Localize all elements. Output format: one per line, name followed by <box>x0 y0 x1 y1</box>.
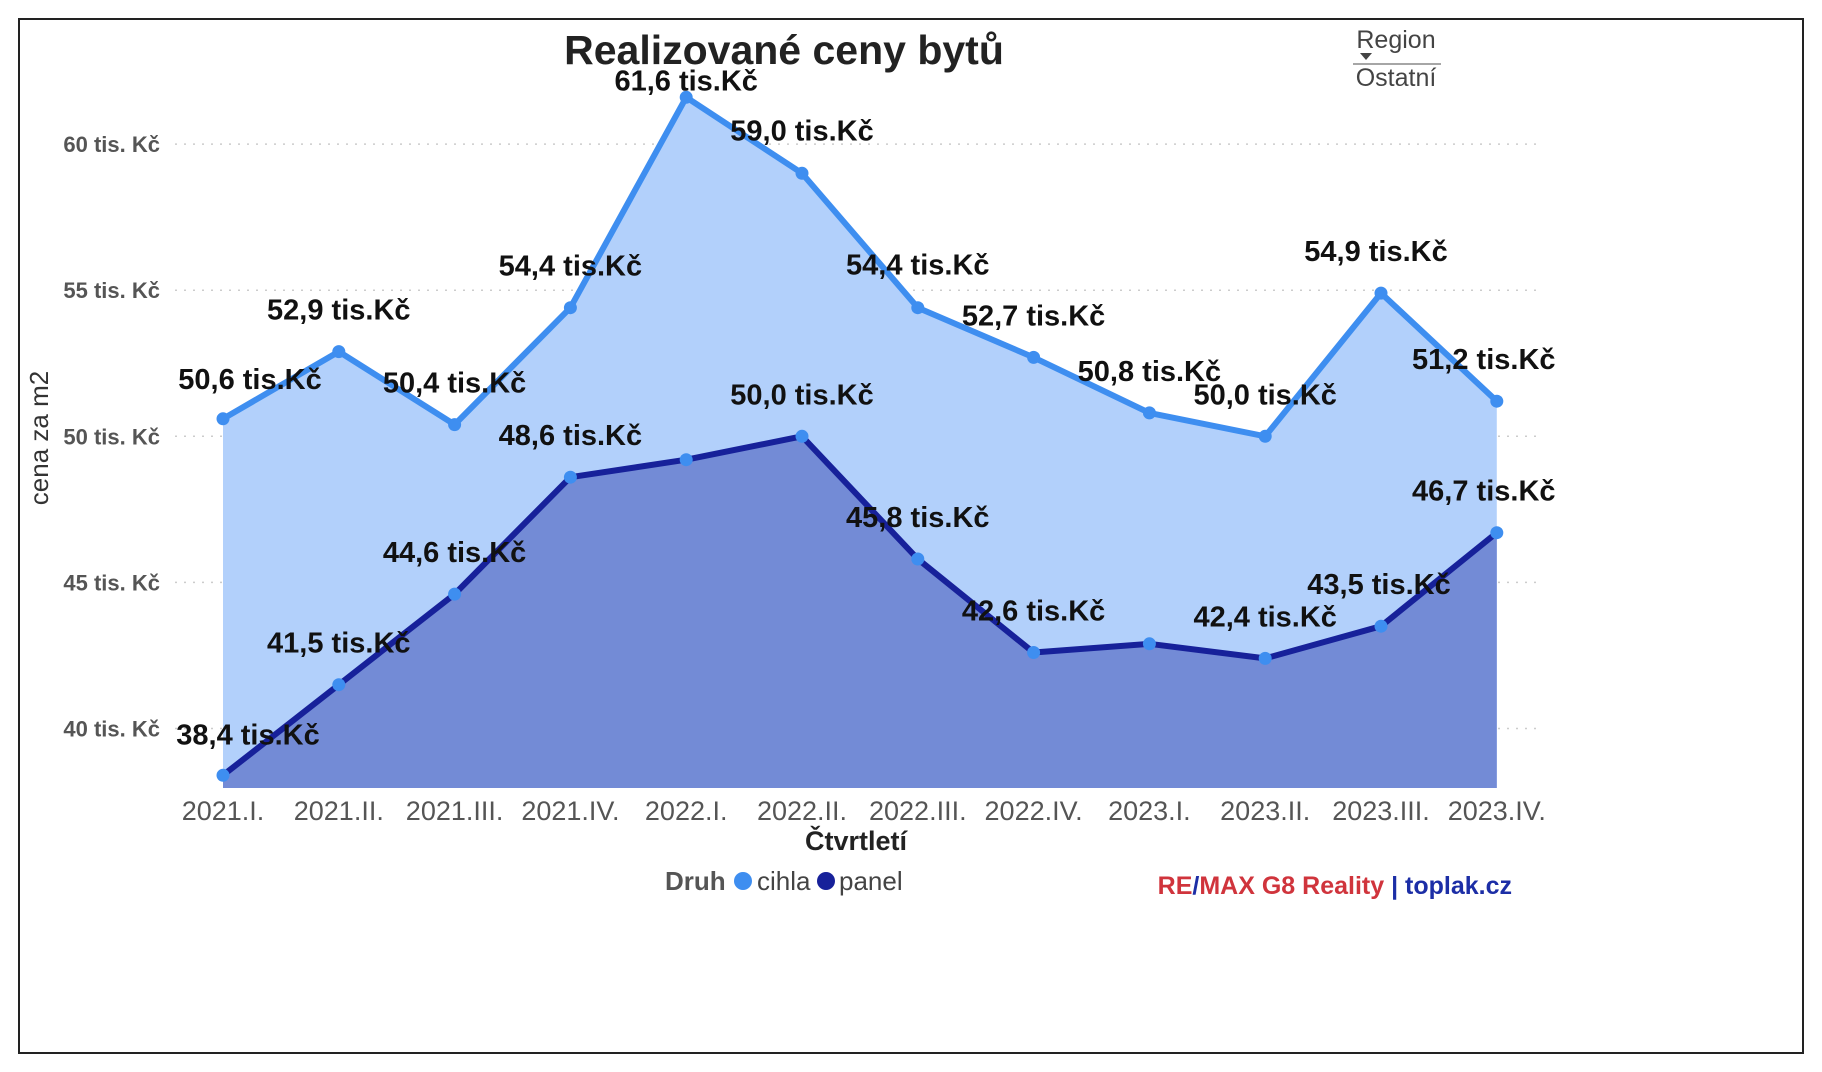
point-panel[interactable] <box>448 587 462 601</box>
legend-marker-cihla <box>734 872 752 890</box>
brand-slash: / <box>1192 872 1199 900</box>
y-tick-label: 55 tis. Kč <box>63 278 160 303</box>
y-tick-label: 60 tis. Kč <box>63 132 160 157</box>
points-layer <box>216 90 1504 782</box>
data-label-panel: 50,0 tis.Kč <box>730 379 873 411</box>
point-panel[interactable] <box>1142 637 1156 651</box>
data-label-panel: 42,4 tis.Kč <box>1193 601 1336 633</box>
legend: Druh cihla panel <box>665 866 903 896</box>
brand-separator: | <box>1384 872 1405 900</box>
data-label-cihla: 52,9 tis.Kč <box>267 295 410 327</box>
point-panel[interactable] <box>1490 526 1504 540</box>
point-panel[interactable] <box>1258 651 1272 665</box>
x-tick-label: 2021.IV. <box>521 796 619 826</box>
point-panel[interactable] <box>795 429 809 443</box>
point-panel[interactable] <box>679 453 693 467</box>
y-axis-title: cena za m2 <box>24 371 54 505</box>
point-panel[interactable] <box>563 470 577 484</box>
data-label-panel: 46,7 tis.Kč <box>1412 476 1555 508</box>
point-panel[interactable] <box>1027 646 1041 659</box>
x-tick-label: 2021.III. <box>406 796 504 826</box>
region-filter[interactable]: Region Ostatní <box>1353 26 1441 92</box>
point-cihla[interactable] <box>1142 406 1156 420</box>
x-tick-label: 2022.I. <box>645 796 728 826</box>
x-axis-ticks: 2021.I. 2021.II. 2021.III. 2021.IV. 2022.I. 2… <box>182 796 1546 826</box>
point-cihla[interactable] <box>795 166 809 180</box>
data-label-cihla: 50,8 tis.Kč <box>1078 356 1221 388</box>
point-cihla[interactable] <box>679 90 693 104</box>
area-chart: Realizované ceny bytů Region Ostatní 40 … <box>24 26 1556 900</box>
point-cihla[interactable] <box>911 301 925 315</box>
data-label-cihla: 54,4 tis.Kč <box>499 251 642 283</box>
point-cihla[interactable] <box>1027 350 1041 364</box>
legend-marker-panel <box>817 872 835 890</box>
data-label-cihla: 50,4 tis.Kč <box>383 368 526 400</box>
point-cihla[interactable] <box>563 301 577 315</box>
brand-part-max: MAX G8 Reality <box>1199 872 1384 900</box>
point-cihla[interactable] <box>332 345 346 359</box>
x-tick-label: 2023.I. <box>1108 796 1191 826</box>
data-label-panel: 44,6 tis.Kč <box>383 537 526 569</box>
filter-label: Region <box>1356 26 1435 54</box>
legend-label-panel[interactable]: panel <box>839 866 903 896</box>
x-tick-label: 2022.IV. <box>985 796 1083 826</box>
area-panel <box>223 436 1497 788</box>
x-tick-label: 2023.II. <box>1220 796 1310 826</box>
point-panel[interactable] <box>216 768 230 782</box>
point-cihla[interactable] <box>216 412 230 426</box>
brand-credit: RE/MAX G8 Reality | toplak.cz <box>1158 872 1512 900</box>
brand-link[interactable]: toplak.cz <box>1405 872 1512 900</box>
point-cihla[interactable] <box>1258 429 1272 443</box>
x-tick-label: 2022.II. <box>757 796 847 826</box>
point-cihla[interactable] <box>1490 394 1504 408</box>
data-label-panel: 48,6 tis.Kč <box>499 420 642 452</box>
data-label-cihla: 50,0 tis.Kč <box>1193 379 1336 411</box>
data-label-panel: 41,5 tis.Kč <box>267 628 410 660</box>
data-labels: 50,6 tis.Kč 52,9 tis.Kč 50,4 tis.Kč 54,4 ti… <box>176 65 1555 751</box>
y-tick-label: 50 tis. Kč <box>63 424 160 449</box>
chart-title: Realizované ceny bytů <box>564 27 1004 73</box>
report-frame: Realizované ceny bytů Region Ostatní 40 … <box>18 18 1804 1054</box>
x-tick-label: 2023.IV. <box>1448 796 1546 826</box>
x-tick-label: 2022.III. <box>869 796 967 826</box>
point-panel[interactable] <box>911 552 925 566</box>
x-tick-label: 2021.II. <box>294 796 384 826</box>
data-label-panel: 45,8 tis.Kč <box>846 502 989 534</box>
brand-part-re: RE <box>1158 872 1193 900</box>
y-tick-label: 40 tis. Kč <box>63 717 160 742</box>
legend-label-cihla[interactable]: cihla <box>757 866 811 896</box>
data-label-cihla: 51,2 tis.Kč <box>1412 344 1555 376</box>
data-label-cihla: 54,4 tis.Kč <box>846 250 989 282</box>
point-cihla[interactable] <box>448 418 462 432</box>
x-tick-label: 2021.I. <box>182 796 265 826</box>
point-cihla[interactable] <box>1374 286 1388 300</box>
x-axis-title: Čtvrtletí <box>805 825 909 856</box>
data-label-cihla: 61,6 tis.Kč <box>614 65 757 97</box>
dropdown-caret-icon[interactable] <box>1360 53 1372 60</box>
y-tick-label: 45 tis. Kč <box>63 570 160 595</box>
line-cihla <box>220 94 1500 440</box>
filter-value[interactable]: Ostatní <box>1356 64 1437 92</box>
data-label-cihla: 52,7 tis.Kč <box>962 300 1105 332</box>
data-label-panel: 43,5 tis.Kč <box>1307 569 1450 601</box>
series-layer <box>223 97 1497 789</box>
data-label-panel: 38,4 tis.Kč <box>176 719 319 751</box>
point-panel[interactable] <box>1374 619 1388 633</box>
data-label-cihla: 59,0 tis.Kč <box>730 115 873 147</box>
point-panel[interactable] <box>332 678 346 692</box>
data-label-panel: 42,6 tis.Kč <box>962 596 1105 628</box>
x-tick-label: 2023.III. <box>1332 796 1430 826</box>
y-axis-ticks: 40 tis. Kč 45 tis. Kč 50 tis. Kč 55 tis. Kč… <box>63 132 160 741</box>
data-label-cihla: 50,6 tis.Kč <box>178 364 321 396</box>
data-label-cihla: 54,9 tis.Kč <box>1304 236 1447 268</box>
legend-title: Druh <box>665 866 726 896</box>
line-panel <box>220 433 1500 779</box>
